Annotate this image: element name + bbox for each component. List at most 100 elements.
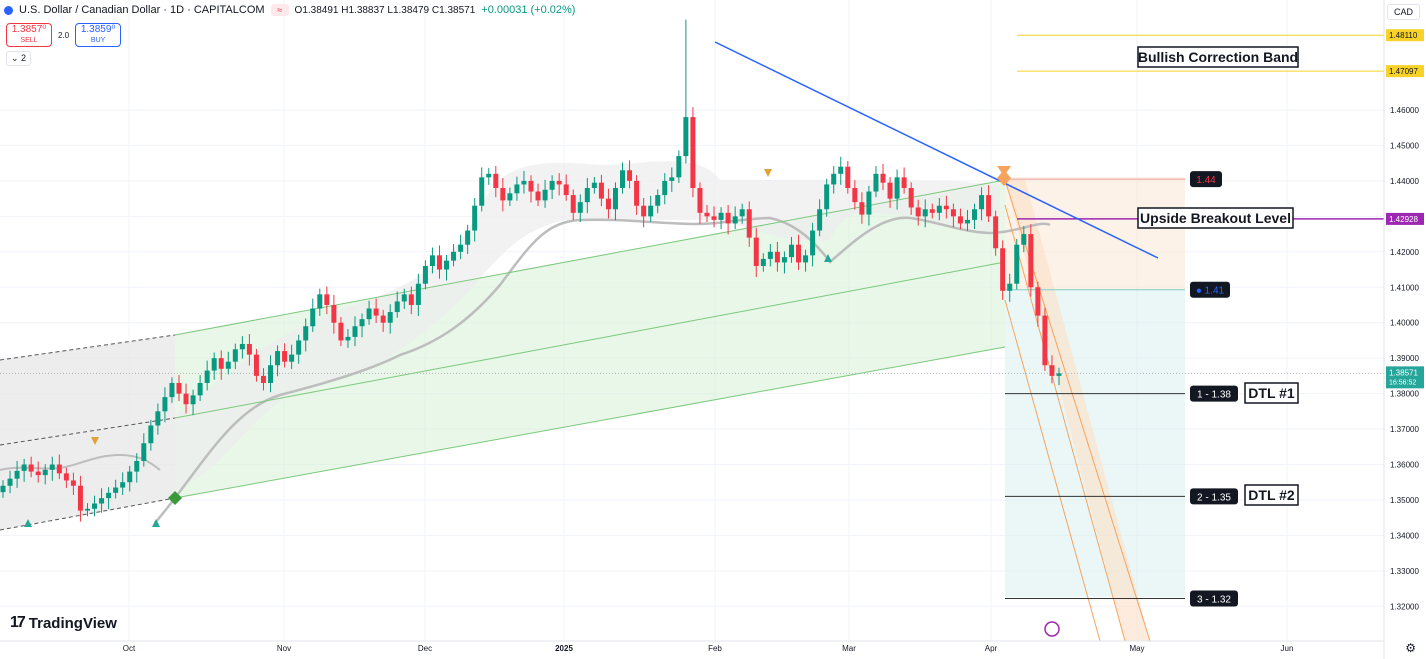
candle-body	[260, 375, 266, 383]
candle-body	[1000, 248, 1006, 291]
bullish-band-label-box	[1137, 46, 1299, 68]
candle-body	[950, 209, 956, 217]
candle-body	[303, 326, 309, 341]
candle-body	[49, 464, 55, 470]
target2-tag-bg	[1190, 488, 1238, 505]
target3-tag-bg	[1190, 590, 1238, 607]
candle-body	[648, 205, 654, 217]
candle-body	[99, 498, 105, 504]
candle-body	[422, 265, 428, 284]
pivot-high-marker	[91, 437, 99, 445]
x-tick-label: 2025	[555, 644, 573, 653]
candle-body	[0, 485, 6, 493]
settings-gear-icon[interactable]: ⚙	[1405, 641, 1416, 655]
candle-body	[239, 343, 245, 350]
candle-body	[894, 177, 900, 199]
y-tick-label: 1.40000	[1390, 319, 1419, 328]
candle-body	[521, 180, 527, 185]
candle-body	[493, 173, 499, 188]
current-price-text: 1.38571	[1389, 368, 1418, 377]
sell-button[interactable]: 1.3857⁰ SELL	[6, 23, 52, 47]
dashed-channel-line	[0, 417, 176, 446]
candle-body	[197, 382, 203, 396]
breakout-price-bg	[1386, 212, 1424, 225]
candle-body	[972, 209, 978, 220]
pivot-low-marker	[152, 519, 160, 527]
candle-body	[1035, 287, 1041, 316]
target1-tag-bg	[1190, 385, 1238, 402]
candle-body	[500, 187, 506, 201]
dtl2-label-box	[1244, 484, 1299, 506]
y-tick-label: 1.44000	[1390, 177, 1419, 186]
market-status-icon[interactable]: ≈	[270, 4, 289, 16]
y-tick-label: 1.36000	[1390, 461, 1419, 470]
candle-body	[732, 216, 738, 224]
spread-value: 2.0	[58, 30, 70, 40]
candle-body	[352, 326, 358, 337]
descending-channel-line	[1004, 299, 1101, 642]
candle-body	[880, 173, 886, 183]
candle-body	[655, 195, 661, 206]
candle-body	[669, 177, 675, 181]
candle-body	[324, 294, 330, 305]
chart-header: U.S. Dollar / Canadian Dollar · 1D · CAP…	[4, 4, 575, 16]
candle-body	[120, 482, 126, 488]
candle-body	[507, 193, 513, 201]
candle-body	[774, 251, 780, 263]
candle-body	[584, 187, 590, 203]
ascending-channel-line	[174, 346, 1006, 499]
candle-body	[957, 216, 963, 224]
entry-tag-text: ● 1.41	[1196, 286, 1225, 297]
candle-body	[760, 258, 766, 266]
candle-body	[253, 354, 259, 376]
candle-body	[845, 166, 851, 188]
candle-body	[591, 182, 597, 188]
target1-tag-text: 1 - 1.38	[1197, 390, 1231, 401]
candle-body	[28, 464, 34, 472]
candle-body	[528, 180, 534, 192]
breakout-price-text: 1.42928	[1389, 215, 1418, 224]
candle-body	[148, 425, 154, 444]
brand-name: TradingView	[28, 614, 117, 632]
x-tick-label: May	[1129, 644, 1144, 653]
y-tick-label: 1.34000	[1390, 531, 1419, 540]
candle-body	[190, 395, 196, 405]
candle-body	[929, 209, 935, 213]
candle-body	[246, 343, 252, 355]
candle-body	[704, 212, 710, 217]
candle-body	[873, 173, 879, 192]
candle-body	[683, 117, 689, 157]
layers-toggle[interactable]: ⌄ 2	[6, 51, 32, 66]
candle-body	[817, 209, 823, 231]
candle-body	[810, 230, 816, 256]
candle-body	[225, 361, 231, 369]
candle-body	[232, 349, 238, 362]
candle-body	[162, 397, 168, 412]
y-tick-label: 1.42000	[1390, 248, 1419, 257]
layers-count: 2	[21, 53, 27, 63]
dtl1-label-text: DTL #1	[1248, 385, 1295, 401]
symbol-title[interactable]: U.S. Dollar / Canadian Dollar · 1D · CAP…	[19, 4, 265, 16]
band-upper-price-text: 1.48110	[1389, 31, 1418, 40]
buy-button[interactable]: 1.3859⁰ BUY	[75, 23, 122, 47]
candle-body	[211, 358, 217, 371]
candles	[0, 19, 1062, 522]
candle-body	[620, 170, 626, 188]
currency-selector[interactable]: CAD	[1386, 4, 1420, 20]
candle-body	[429, 255, 435, 266]
y-tick-label: 1.46000	[1390, 106, 1419, 115]
x-tick-label: Dec	[418, 644, 432, 653]
candle-body	[676, 156, 682, 178]
candle-body	[535, 191, 541, 201]
candle-body	[331, 304, 337, 323]
candle-body	[401, 294, 407, 302]
candle-body	[486, 173, 492, 178]
candle-body	[767, 251, 773, 259]
tradingview-logo: 17 TradingView	[10, 614, 117, 632]
candle-body	[936, 205, 942, 213]
candle-body	[605, 198, 611, 210]
candle-body	[718, 212, 724, 220]
candle-body	[289, 354, 295, 362]
candle-body	[690, 117, 696, 188]
